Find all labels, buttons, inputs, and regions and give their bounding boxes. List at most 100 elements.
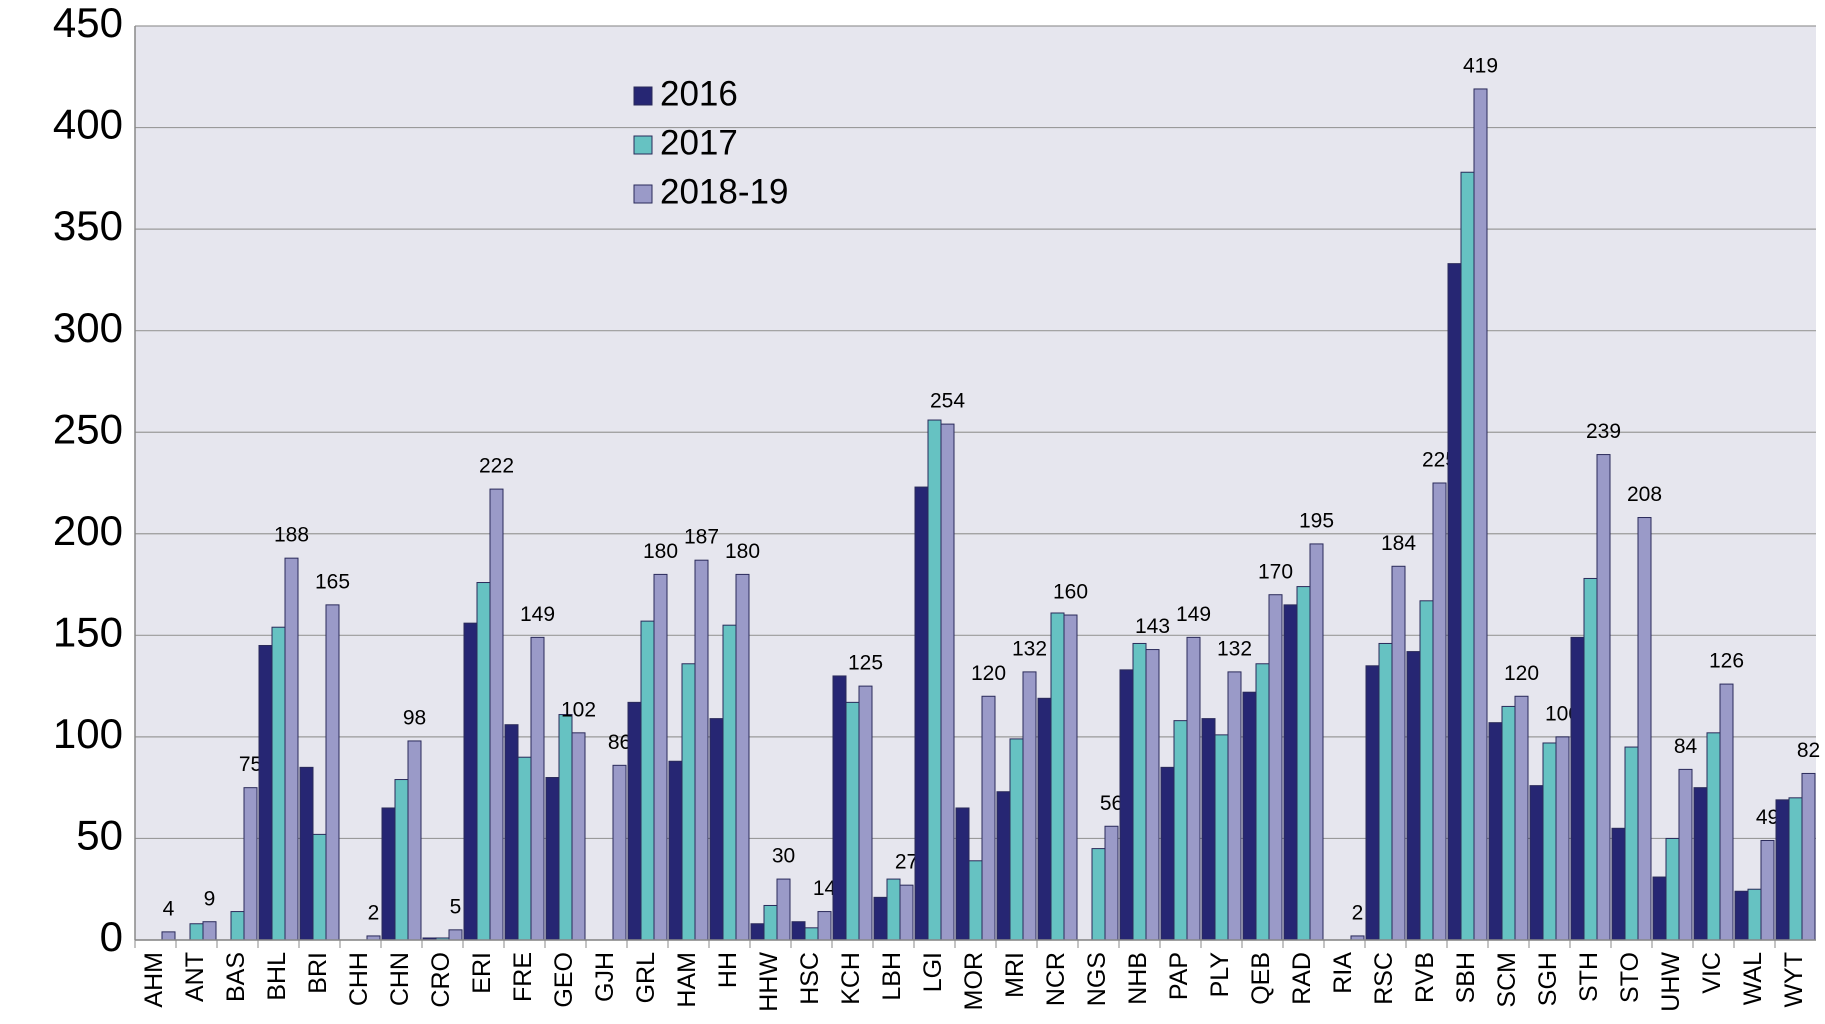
x-tick-label: GRL [632, 952, 660, 1004]
bar [899, 884, 914, 941]
data-label: 195 [1299, 509, 1334, 532]
bar [1624, 746, 1639, 941]
bar [243, 787, 258, 941]
bar [858, 685, 873, 941]
bar [325, 604, 340, 941]
bar [504, 724, 519, 941]
x-tick-label: RSC [1370, 952, 1398, 1005]
data-label: 5 [450, 895, 462, 918]
bar [1473, 88, 1488, 941]
legend-swatch [633, 184, 653, 204]
bar [1063, 614, 1078, 941]
bar [258, 644, 273, 941]
data-label: 98 [403, 706, 426, 729]
bar [1227, 671, 1242, 941]
x-tick-label: GJH [591, 952, 619, 1002]
data-label: 419 [1463, 55, 1498, 78]
bar [1542, 742, 1557, 941]
bar [845, 701, 860, 941]
data-label: 132 [1217, 637, 1252, 660]
bar [735, 573, 750, 941]
x-tick-label: STH [1575, 952, 1603, 1002]
bar [1201, 718, 1216, 941]
data-label: 254 [930, 390, 965, 413]
data-label: 27 [895, 851, 918, 874]
bar [1611, 827, 1626, 941]
bar [955, 807, 970, 941]
data-label: 222 [479, 455, 514, 478]
data-label: 102 [561, 698, 596, 721]
bar [776, 878, 791, 941]
bar [653, 573, 668, 941]
x-tick-label: SBH [1452, 952, 1480, 1003]
data-label: 170 [1258, 560, 1293, 583]
bar [791, 921, 806, 941]
data-label: 149 [520, 603, 555, 626]
bar [1214, 734, 1229, 941]
data-label: 2 [368, 901, 380, 924]
bar [476, 582, 491, 941]
data-label: 86 [608, 731, 631, 754]
bar [1186, 636, 1201, 941]
x-tick-label: UHW [1657, 952, 1685, 1012]
x-tick-label: NCR [1042, 952, 1070, 1006]
bar [1801, 772, 1816, 941]
bar [394, 779, 409, 941]
data-label: 56 [1100, 792, 1123, 815]
legend-label: 2018-19 [660, 172, 788, 211]
bar [1160, 766, 1175, 941]
x-tick-label: ERI [468, 952, 496, 994]
bar [1132, 642, 1147, 941]
bar [1173, 720, 1188, 941]
bar [1501, 705, 1516, 941]
data-label: 82 [1797, 739, 1820, 762]
bar [1296, 586, 1311, 941]
bar [448, 929, 463, 941]
bar [202, 921, 217, 941]
x-tick-label: RVB [1411, 952, 1439, 1003]
bar [1570, 636, 1585, 941]
bar [1447, 263, 1462, 941]
bar [1255, 663, 1270, 941]
bar [161, 931, 176, 941]
x-tick-label: HSC [796, 952, 824, 1005]
data-label: 180 [725, 540, 760, 563]
bar [709, 718, 724, 941]
bar [1365, 665, 1380, 941]
x-tick-label: QEB [1247, 952, 1275, 1005]
bar [517, 756, 532, 941]
bar [1242, 691, 1257, 941]
bar [1283, 604, 1298, 941]
bar [299, 766, 314, 941]
x-tick-label: AHM [140, 952, 168, 1008]
y-tick-label: 50 [76, 812, 123, 859]
data-label: 120 [971, 662, 1006, 685]
bar [914, 486, 929, 941]
bar [1391, 565, 1406, 941]
x-tick-label: HAM [673, 952, 701, 1008]
x-tick-label: CRO [427, 952, 455, 1008]
bar [1775, 799, 1790, 941]
x-tick-label: RAD [1288, 952, 1316, 1005]
bar [1693, 787, 1708, 941]
x-tick-label: CHN [386, 952, 414, 1006]
data-label: 9 [204, 887, 216, 910]
bar [407, 740, 422, 941]
bar [1747, 888, 1762, 941]
data-label: 49 [1756, 806, 1779, 829]
bar [271, 626, 286, 941]
data-label: 187 [684, 526, 719, 549]
data-label: 132 [1012, 637, 1047, 660]
legend-swatch [633, 86, 653, 106]
x-tick-label: WYT [1780, 952, 1808, 1008]
bar [668, 760, 683, 941]
data-label: 149 [1176, 603, 1211, 626]
x-tick-label: KCH [837, 952, 865, 1005]
bar [545, 777, 560, 941]
bar [1309, 543, 1324, 941]
y-tick-label: 400 [53, 101, 123, 148]
bar [996, 791, 1011, 941]
bar [1734, 890, 1749, 941]
y-tick-label: 100 [53, 710, 123, 757]
bar [1788, 797, 1803, 941]
